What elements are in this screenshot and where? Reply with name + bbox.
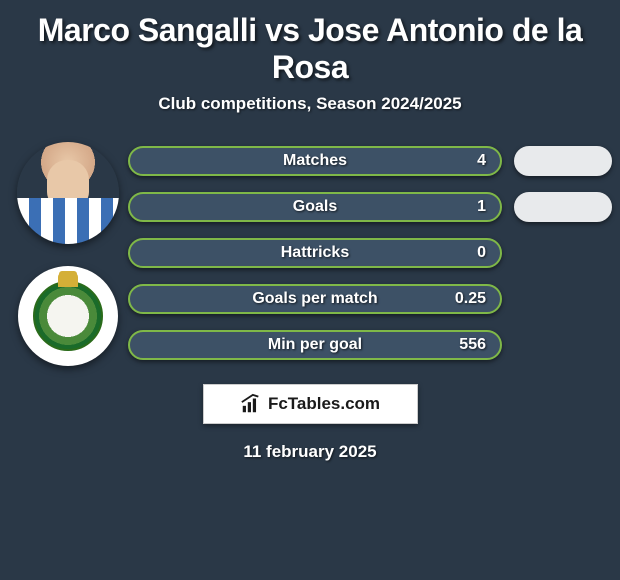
page-title: Marco Sangalli vs Jose Antonio de la Ros… xyxy=(0,8,620,94)
stat-pill: Hattricks 0 xyxy=(128,238,502,268)
stat-label: Min per goal xyxy=(268,336,362,354)
stat-pill: Min per goal 556 xyxy=(128,330,502,360)
avatar-column xyxy=(8,142,128,366)
stat-value: 0 xyxy=(477,244,486,262)
stat-label: Goals per match xyxy=(252,290,377,308)
stat-label: Goals xyxy=(293,198,337,216)
branding-text: FcTables.com xyxy=(268,394,380,414)
opponent-pill xyxy=(514,146,612,176)
comparison-card: Marco Sangalli vs Jose Antonio de la Ros… xyxy=(0,0,620,580)
stat-row: Matches 4 xyxy=(128,146,612,176)
club-avatar xyxy=(18,266,118,366)
stat-pill: Matches 4 xyxy=(128,146,502,176)
player-avatar xyxy=(17,142,119,244)
opponent-pill xyxy=(514,192,612,222)
date-label: 11 february 2025 xyxy=(0,442,620,462)
stats-column: Matches 4 Goals 1 Hattricks 0 Goals per match 0… xyxy=(128,142,612,360)
stat-pill: Goals per match 0.25 xyxy=(128,284,502,314)
stat-label: Matches xyxy=(283,152,347,170)
stat-row: Hattricks 0 xyxy=(128,238,612,268)
stat-value: 0.25 xyxy=(455,290,486,308)
stat-row: Min per goal 556 xyxy=(128,330,612,360)
stat-row: Goals per match 0.25 xyxy=(128,284,612,314)
stat-value: 556 xyxy=(459,336,486,354)
branding-badge: FcTables.com xyxy=(203,384,418,424)
stat-row: Goals 1 xyxy=(128,192,612,222)
stat-value: 4 xyxy=(477,152,486,170)
main-area: Matches 4 Goals 1 Hattricks 0 Goals per match 0… xyxy=(0,142,620,366)
stat-value: 1 xyxy=(477,198,486,216)
club-crest-icon xyxy=(33,281,103,351)
chart-icon xyxy=(240,393,262,415)
stat-pill: Goals 1 xyxy=(128,192,502,222)
stat-label: Hattricks xyxy=(281,244,349,262)
subtitle: Club competitions, Season 2024/2025 xyxy=(0,94,620,114)
